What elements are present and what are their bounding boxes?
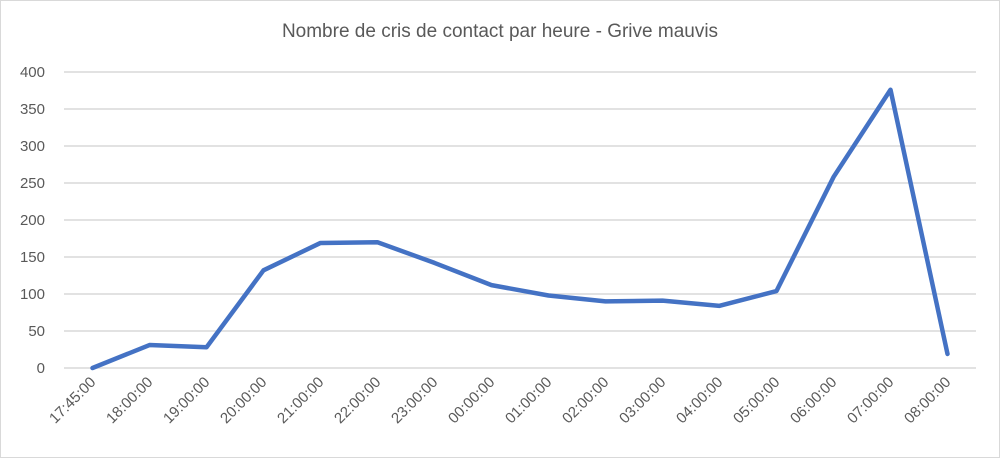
x-tick-label: 21:00:00 bbox=[274, 374, 327, 427]
y-tick-label: 250 bbox=[20, 175, 45, 192]
y-tick-label: 350 bbox=[20, 101, 45, 118]
x-tick-label: 08:00:00 bbox=[901, 374, 954, 427]
y-tick-label: 100 bbox=[20, 286, 45, 303]
y-tick-label: 150 bbox=[20, 249, 45, 266]
x-tick-label: 19:00:00 bbox=[160, 374, 213, 427]
x-tick-label: 04:00:00 bbox=[673, 374, 726, 427]
chart-title: Nombre de cris de contact par heure - Gr… bbox=[281, 21, 719, 42]
y-tick-label: 200 bbox=[20, 212, 45, 229]
x-tick-label: 06:00:00 bbox=[787, 374, 840, 427]
y-tick-label: 400 bbox=[20, 64, 45, 81]
x-tick-label: 22:00:00 bbox=[331, 374, 384, 427]
x-tick-label: 07:00:00 bbox=[844, 374, 897, 427]
x-tick-label: 23:00:00 bbox=[388, 374, 441, 427]
y-tick-label: 300 bbox=[20, 138, 45, 155]
y-tick-label: 0 bbox=[37, 360, 45, 377]
x-tick-label: 00:00:00 bbox=[445, 374, 498, 427]
x-tick-label: 01:00:00 bbox=[502, 374, 555, 427]
x-tick-label: 17:45:00 bbox=[46, 374, 99, 427]
y-tick-label: 50 bbox=[28, 323, 45, 340]
x-tick-label: 03:00:00 bbox=[616, 374, 669, 427]
x-tick-label: 02:00:00 bbox=[559, 374, 612, 427]
x-tick-label: 20:00:00 bbox=[217, 374, 270, 427]
series-line bbox=[90, 87, 950, 371]
x-tick-label: 18:00:00 bbox=[103, 374, 156, 427]
x-tick-label: 05:00:00 bbox=[730, 374, 783, 427]
